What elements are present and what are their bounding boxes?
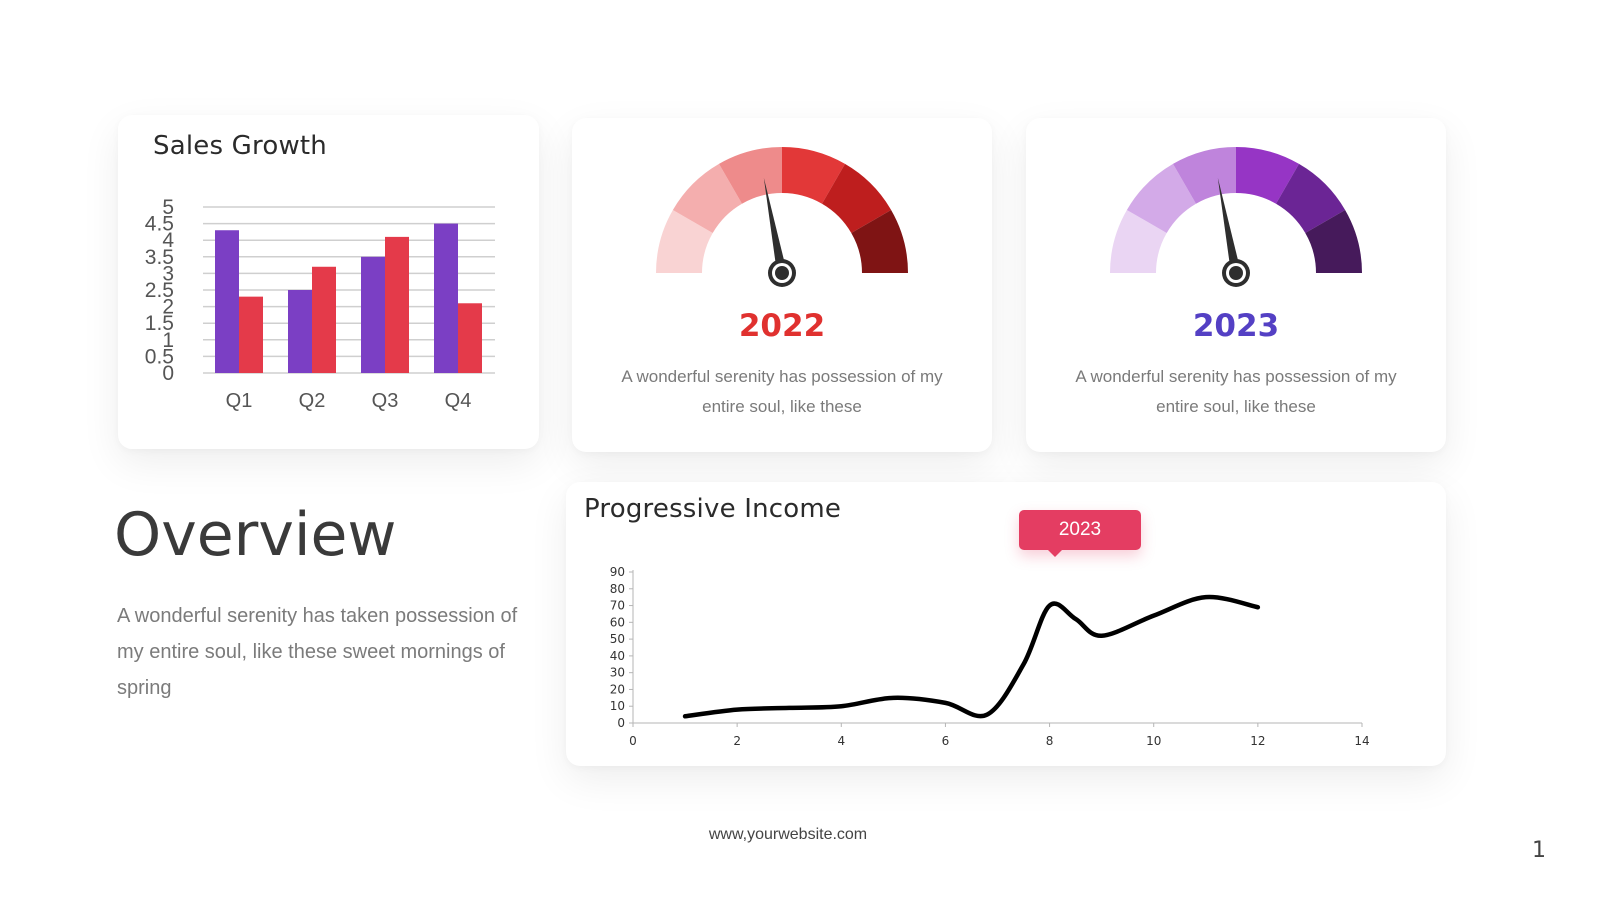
x-tick-label: 6 xyxy=(942,734,950,748)
speedometer-gauge-2023 xyxy=(1110,147,1362,287)
y-tick-label: 1 xyxy=(162,329,174,352)
footer-website-url[interactable]: www,yourwebsite.com xyxy=(708,826,868,843)
x-tick-label: 0 xyxy=(629,734,637,748)
x-tick-label: Q2 xyxy=(299,390,326,412)
gauge-segment xyxy=(1126,163,1196,233)
sales-growth-card: Sales Growth 0 0.5 1 1.5 2 2.5 3 3.5 4 4.5 5 Q1 Q2 Q3… xyxy=(118,115,539,449)
gauge-segment xyxy=(822,163,892,233)
y-tick-label: 4 xyxy=(162,229,174,252)
gauge-segment xyxy=(1236,147,1299,204)
bar xyxy=(361,256,385,373)
gauge-year-label: 2022 xyxy=(738,308,826,344)
bar xyxy=(434,223,458,373)
gauge-segment xyxy=(1110,210,1167,273)
gauge-segment xyxy=(782,147,845,204)
tooltip-label: 2023 xyxy=(1058,519,1102,540)
x-tick-label: 10 xyxy=(1146,734,1161,748)
sales-growth-bar-chart: 00.511.522.533.544.55 Q1 Q2 Q3 Q4 xyxy=(145,196,495,412)
y-tick-label: 40 xyxy=(610,649,625,663)
gauge-description: A wonderful serenity has possession of m… xyxy=(621,367,943,416)
gauge-hub-center xyxy=(1229,266,1243,280)
x-tick-label: 12 xyxy=(1250,734,1265,748)
bar xyxy=(312,266,336,373)
y-tick-label: 20 xyxy=(610,682,625,696)
gauge-hub-center xyxy=(775,266,789,280)
gauge-needle xyxy=(763,177,787,274)
overview-description: A wonderful serenity has taken possessio… xyxy=(117,605,518,699)
bar xyxy=(458,303,482,373)
progressive-income-card: Progressive Income 0 10 20 30 40 50 60 70 80 90 0 2… xyxy=(566,482,1446,766)
bar xyxy=(239,296,263,373)
gauge-segment xyxy=(1305,210,1362,273)
x-tick-label: 4 xyxy=(837,734,845,748)
x-tick-label: 2 xyxy=(733,734,741,748)
y-tick-label: 90 xyxy=(610,565,625,579)
y-tick-label: 4.5 xyxy=(145,213,174,236)
x-tick-label: Q3 xyxy=(372,390,399,412)
progressive-income-line-chart: 0 10 20 30 40 50 60 70 80 90 0 2 4 6 8 10 12 14 xyxy=(610,565,1370,748)
bar xyxy=(385,236,409,373)
gauge-segment xyxy=(656,210,713,273)
x-tick-label: Q4 xyxy=(445,390,472,412)
y-tick-label: 0.5 xyxy=(145,345,174,368)
y-tick-label: 80 xyxy=(610,582,625,596)
gauge-card-2022: 2022 A wonderful serenity has possession… xyxy=(572,118,992,452)
y-tick-label: 1.5 xyxy=(145,312,174,335)
gauge-card-2023: 2023 A wonderful serenity has possession… xyxy=(1026,118,1446,452)
y-tick-label: 60 xyxy=(610,615,625,629)
speedometer-gauge-2022 xyxy=(656,147,908,287)
page-number: 1 xyxy=(1532,838,1546,863)
y-tick-label: 3 xyxy=(162,262,174,285)
gauge-segment xyxy=(672,163,742,233)
y-tick-label: 70 xyxy=(610,599,625,613)
overview-heading: Overview xyxy=(114,500,397,570)
tooltip-pointer xyxy=(1047,549,1063,557)
progressive-income-title: Progressive Income xyxy=(584,494,842,524)
x-tick-label: Q1 xyxy=(226,390,253,412)
gauge-year-label: 2023 xyxy=(1192,308,1280,344)
y-tick-label: 3.5 xyxy=(145,246,174,269)
bar xyxy=(215,230,239,373)
gauge-segment xyxy=(851,210,908,273)
y-tick-label: 5 xyxy=(162,196,174,219)
bar xyxy=(288,290,312,373)
y-tick-label: 0 xyxy=(162,362,174,385)
gauge-needle xyxy=(1217,177,1241,274)
y-tick-label: 50 xyxy=(610,632,625,646)
income-series-line xyxy=(682,594,1261,719)
gauge-segment xyxy=(1276,163,1346,233)
year-tooltip: 2023 xyxy=(1019,510,1141,557)
x-tick-label: 8 xyxy=(1046,734,1054,748)
y-tick-label: 2.5 xyxy=(145,279,174,302)
gauge-description: A wonderful serenity has possession of m… xyxy=(1075,367,1397,416)
y-tick-label: 0 xyxy=(617,716,625,730)
x-tick-label: 14 xyxy=(1354,734,1369,748)
y-tick-label: 2 xyxy=(162,296,174,319)
y-tick-label: 30 xyxy=(610,666,625,680)
sales-growth-title: Sales Growth xyxy=(153,131,327,161)
y-tick-label: 10 xyxy=(610,699,625,713)
